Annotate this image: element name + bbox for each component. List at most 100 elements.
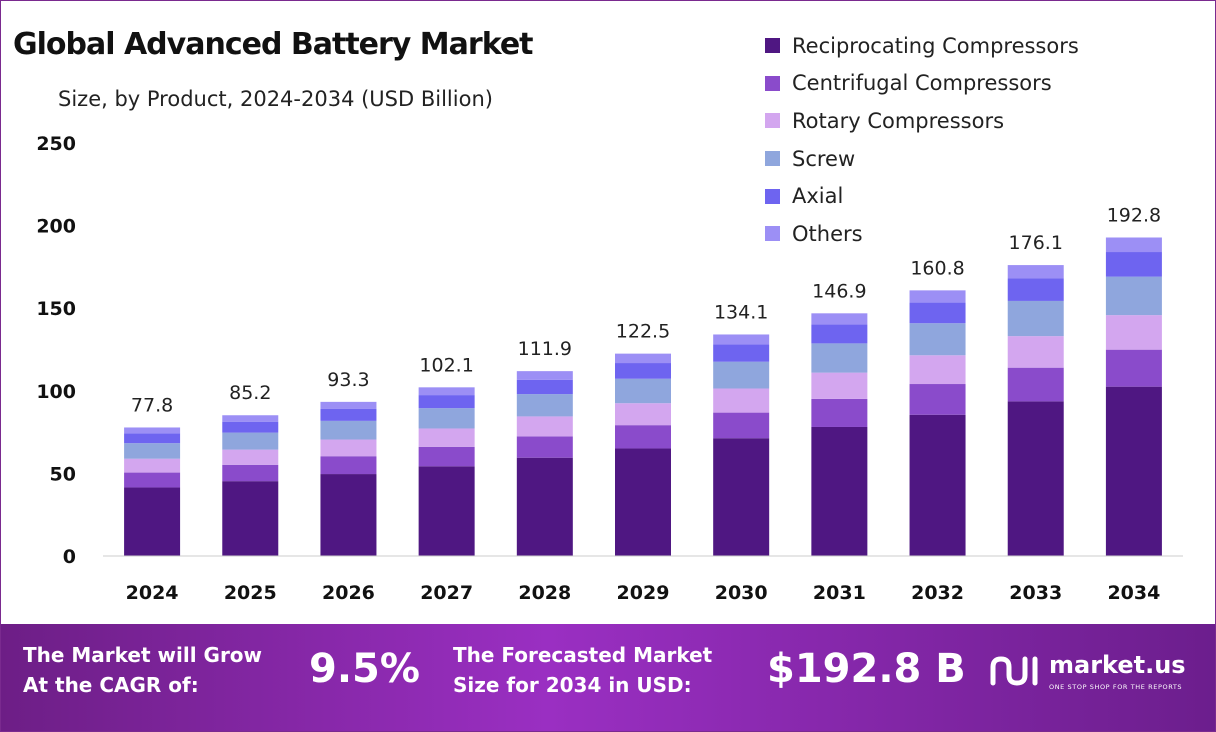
bar-segment-others-2034 [1105,237,1162,253]
x-tick-label-2029: 2029 [617,582,670,604]
bar-segment-rotary-compressors-2025 [222,449,279,465]
bar-segment-axial-2024 [124,433,181,444]
bar-segment-centrifugal-compressors-2027 [418,446,475,467]
legend-label-axial: Axial [792,184,844,209]
y-tick-label: 0 [63,546,76,568]
bar-segment-centrifugal-compressors-2034 [1105,349,1162,387]
bar-segment-others-2033 [1007,265,1064,279]
bar-segment-others-2030 [713,334,770,345]
bar-segment-centrifugal-compressors-2032 [909,384,966,415]
bar-total-label-2030: 134.1 [714,301,768,323]
legend-item-axial: Axial [765,177,1079,215]
legend-swatch-screw [765,151,780,167]
bar-segment-centrifugal-compressors-2030 [713,412,770,439]
bar-segment-rotary-compressors-2026 [320,439,377,457]
bar-total-label-2027: 102.1 [419,354,473,376]
bar-segment-screw-2032 [909,323,966,356]
y-tick-label: 200 [36,216,76,238]
bar-segment-rotary-compressors-2031 [811,372,868,399]
bar-segment-screw-2031 [811,343,868,373]
y-tick-label: 150 [36,298,76,320]
legend-item-centrifugal: Centrifugal Compressors [765,65,1079,103]
bar-segment-screw-2028 [516,394,573,417]
legend-swatch-rotary [765,113,780,129]
x-tick-label-2028: 2028 [518,582,571,604]
bar-segment-screw-2029 [615,378,671,404]
bar-segment-reciprocating-compressors-2026 [320,474,377,556]
bar-segment-reciprocating-compressors-2024 [124,487,181,556]
y-tick-label: 100 [36,381,76,403]
bar-segment-rotary-compressors-2028 [516,416,573,437]
bar-segment-axial-2025 [222,421,279,433]
x-tick-label-2034: 2034 [1107,582,1160,604]
bar-segment-others-2031 [811,313,868,325]
legend-label-screw: Screw [792,146,856,171]
legend-swatch-reciprocating [765,38,780,54]
bar-segment-rotary-compressors-2034 [1105,315,1162,350]
legend-item-rotary: Rotary Compressors [765,102,1079,140]
chart-bars [124,237,1162,556]
chart-subtitle: Size, by Product, 2024-2034 (USD Billion… [58,87,493,111]
bar-segment-screw-2030 [713,361,770,389]
bar-segment-rotary-compressors-2027 [418,428,475,447]
x-tick-label-2030: 2030 [715,582,768,604]
forecast-value: $192.8 B [767,646,966,692]
brand-name: market.us [1049,651,1186,679]
bar-segment-others-2027 [418,387,475,396]
legend-label-centrifugal: Centrifugal Compressors [792,71,1052,96]
cagr-value: 9.5% [309,646,420,692]
brand-logo: market.us ONE STOP SHOP FOR THE REPORTS [989,651,1211,703]
bar-segment-rotary-compressors-2024 [124,458,181,473]
bar-segment-centrifugal-compressors-2028 [516,436,573,458]
chart-title: Global Advanced Battery Market [13,27,534,62]
forecast-label-line2: Size for 2034 in USD: [453,673,692,697]
bar-segment-rotary-compressors-2029 [615,403,671,426]
market-us-logo-icon [990,656,1038,686]
stacked-bar-chart: 0 50 100 150 200 250 77.8 85.2 93.3 102.1 111.9 12… [36,133,1183,604]
bar-segment-axial-2031 [811,324,868,344]
legend-label-reciprocating: Reciprocating Compressors [792,33,1079,58]
x-tick-label-2026: 2026 [322,582,375,604]
bar-segment-screw-2027 [418,408,475,429]
bar-segment-screw-2024 [124,443,181,459]
y-axis-ticks: 0 50 100 150 200 250 [36,133,76,568]
bar-segment-reciprocating-compressors-2034 [1105,386,1162,556]
cagr-label-line1: The Market will Grow [23,643,263,667]
bar-segment-reciprocating-compressors-2033 [1007,401,1064,556]
x-tick-label-2032: 2032 [911,582,964,604]
bar-segment-screw-2026 [320,420,377,440]
bar-segment-centrifugal-compressors-2033 [1007,367,1064,402]
x-tick-label-2025: 2025 [224,582,277,604]
bar-segment-centrifugal-compressors-2031 [811,398,868,427]
y-tick-label: 50 [50,463,76,485]
x-tick-label-2024: 2024 [126,582,179,604]
x-tick-label-2031: 2031 [813,582,866,604]
bar-segment-centrifugal-compressors-2025 [222,464,279,482]
bar-total-label-2031: 146.9 [812,280,866,302]
bar-segment-rotary-compressors-2030 [713,388,770,413]
bar-segment-centrifugal-compressors-2029 [615,425,671,449]
bar-segment-axial-2032 [909,302,966,324]
x-tick-label-2027: 2027 [420,582,473,604]
bar-segment-others-2029 [615,353,671,364]
bar-total-label-2033: 176.1 [1009,232,1063,254]
forecast-label-line1: The Forecasted Market [453,643,713,667]
bar-total-label-2024: 77.8 [131,394,173,416]
legend-item-screw: Screw [765,140,1079,178]
bar-segment-axial-2034 [1105,252,1162,277]
bar-total-labels: 77.8 85.2 93.3 102.1 111.9 122.5 134.1 146.9 160… [131,204,1161,416]
bar-segment-axial-2030 [713,344,770,362]
bar-segment-others-2026 [320,401,377,409]
bar-total-label-2028: 111.9 [518,338,572,360]
bar-segment-screw-2033 [1007,300,1064,337]
bar-segment-others-2024 [124,427,181,434]
bar-segment-reciprocating-compressors-2027 [418,466,475,556]
legend-item-others: Others [765,215,1079,253]
bar-segment-reciprocating-compressors-2032 [909,414,966,556]
bar-segment-axial-2033 [1007,278,1064,301]
summary-banner: The Market will Grow At the CAGR of: 9.5… [1,624,1215,731]
forecast-label: The Forecasted Market Size for 2034 in U… [453,640,712,700]
bar-segment-centrifugal-compressors-2024 [124,472,181,488]
bar-segment-axial-2029 [615,363,671,379]
